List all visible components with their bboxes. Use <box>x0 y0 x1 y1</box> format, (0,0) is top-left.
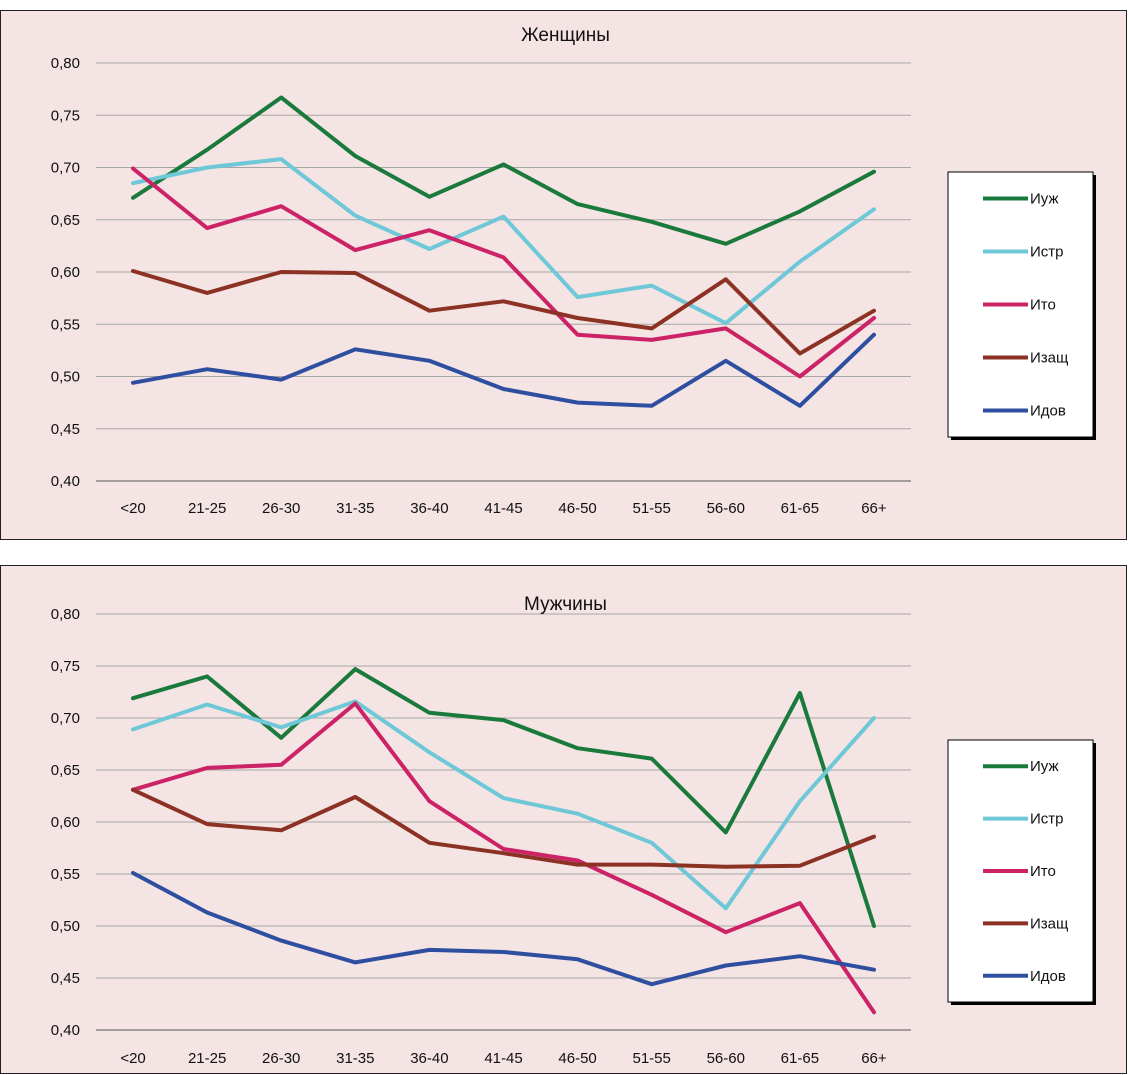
y-tick-label: 0,40 <box>51 1022 80 1039</box>
x-tick-label: 36-40 <box>410 500 448 517</box>
series-line-Идов <box>131 871 876 987</box>
series-line-Изащ <box>131 787 876 869</box>
x-tick-label: 61-65 <box>781 500 819 517</box>
series-line-Истр <box>131 699 876 911</box>
x-tick-label: 31-35 <box>336 1050 374 1067</box>
x-tick-label: 61-65 <box>781 1050 819 1067</box>
line-chart-women: 0,40 0,45 0,50 0,55 0,60 0,65 0,70 0,75 0,80 <20 2… <box>51 25 1096 517</box>
legend-label: Ито <box>1030 297 1056 314</box>
x-tick-label: 51-55 <box>632 500 670 517</box>
x-tick-label: 56-60 <box>707 500 745 517</box>
x-tick-label: 56-60 <box>707 1050 745 1067</box>
y-tick-label: 0,70 <box>51 160 80 177</box>
x-tick-label: 26-30 <box>262 500 300 517</box>
x-tick-label: 26-30 <box>262 1050 300 1067</box>
chart-panel-men: 0,40 0,45 0,50 0,55 0,60 0,65 0,70 0,75 0,80 <20 2… <box>0 565 1127 1074</box>
legend-label: Истр <box>1030 244 1064 261</box>
legend-label: Ито <box>1030 863 1056 880</box>
series-line-Идов <box>131 332 876 408</box>
x-tick-label: <20 <box>120 1050 145 1067</box>
x-tick-label: 21-25 <box>188 1050 226 1067</box>
series-line-Ито <box>131 166 876 379</box>
legend-label: Иуж <box>1030 191 1058 208</box>
y-tick-label: 0,50 <box>51 918 80 935</box>
y-tick-label: 0,75 <box>51 107 80 124</box>
legend-label: Идов <box>1030 968 1066 985</box>
y-tick-label: 0,45 <box>51 421 80 438</box>
y-tick-label: 0,45 <box>51 970 80 987</box>
chart-panel-women: 0,40 0,45 0,50 0,55 0,60 0,65 0,70 0,75 0,80 <20 2… <box>0 10 1127 540</box>
y-tick-label: 0,80 <box>51 55 80 72</box>
x-tick-label: 21-25 <box>188 500 226 517</box>
x-tick-label: 41-45 <box>484 1050 522 1067</box>
x-tick-label: 46-50 <box>558 500 596 517</box>
x-tick-label: 66+ <box>861 1050 887 1067</box>
y-tick-label: 0,65 <box>51 212 80 229</box>
x-tick-label: 41-45 <box>484 500 522 517</box>
x-tick-label: 46-50 <box>558 1050 596 1067</box>
legend-label: Идов <box>1030 403 1066 420</box>
y-tick-label: 0,55 <box>51 316 80 333</box>
y-tick-label: 0,40 <box>51 473 80 490</box>
line-chart-men: 0,40 0,45 0,50 0,55 0,60 0,65 0,70 0,75 0,80 <20 2… <box>51 594 1096 1067</box>
series-line-Ито <box>131 701 876 1015</box>
x-tick-label: 31-35 <box>336 500 374 517</box>
chart-title: Мужчины <box>524 594 607 615</box>
y-tick-label: 0,65 <box>51 762 80 779</box>
x-tick-label: 36-40 <box>410 1050 448 1067</box>
chart-title: Женщины <box>521 25 610 46</box>
y-tick-label: 0,75 <box>51 658 80 675</box>
series-line-Иуж <box>131 667 876 928</box>
series-line-Изащ <box>131 269 876 356</box>
series-line-Иуж <box>131 95 876 246</box>
x-tick-label: 66+ <box>861 500 887 517</box>
y-tick-label: 0,80 <box>51 606 80 623</box>
y-tick-label: 0,60 <box>51 814 80 831</box>
x-tick-label: 51-55 <box>632 1050 670 1067</box>
series-line-Истр <box>131 157 876 326</box>
x-tick-label: <20 <box>120 500 145 517</box>
legend-label: Иуж <box>1030 758 1058 775</box>
legend-label: Изащ <box>1030 915 1068 932</box>
y-tick-label: 0,50 <box>51 369 80 386</box>
legend-label: Истр <box>1030 811 1064 828</box>
y-tick-label: 0,60 <box>51 264 80 281</box>
y-tick-label: 0,70 <box>51 710 80 727</box>
legend-label: Изащ <box>1030 350 1068 367</box>
y-tick-label: 0,55 <box>51 866 80 883</box>
